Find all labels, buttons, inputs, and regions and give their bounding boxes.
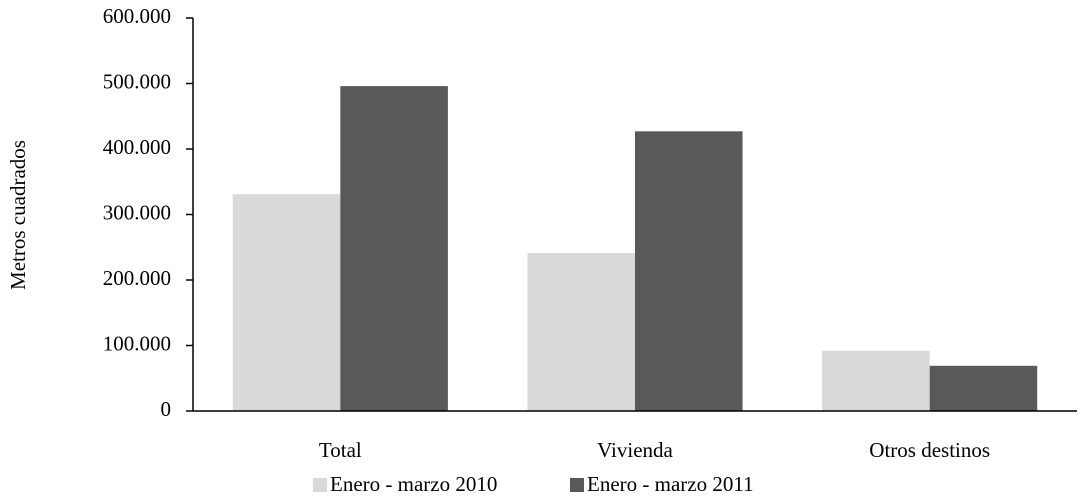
y-tick-label: 0 bbox=[161, 397, 172, 421]
legend-label: Enero - marzo 2010 bbox=[330, 472, 497, 496]
x-tick-label: Total bbox=[319, 438, 362, 462]
bar bbox=[635, 131, 743, 411]
x-tick-label: Vivienda bbox=[597, 438, 673, 462]
x-tick-label: Otros destinos bbox=[869, 438, 990, 462]
bar bbox=[527, 253, 635, 411]
legend-swatch bbox=[570, 478, 584, 492]
y-axis-label: Metros cuadrados bbox=[6, 140, 30, 290]
bar bbox=[232, 194, 341, 411]
y-tick-label: 600.000 bbox=[103, 4, 171, 28]
legend-label: Enero - marzo 2011 bbox=[587, 472, 754, 496]
y-tick-label: 400.000 bbox=[103, 135, 171, 159]
legend-swatch bbox=[313, 478, 327, 492]
y-tick-label: 100.000 bbox=[103, 331, 171, 355]
bar bbox=[929, 365, 1038, 411]
bar bbox=[822, 350, 930, 411]
y-tick-label: 500.000 bbox=[103, 69, 171, 93]
y-tick-label: 200.000 bbox=[103, 266, 171, 290]
y-tick-label: 300.000 bbox=[103, 200, 171, 224]
bar bbox=[340, 86, 448, 412]
